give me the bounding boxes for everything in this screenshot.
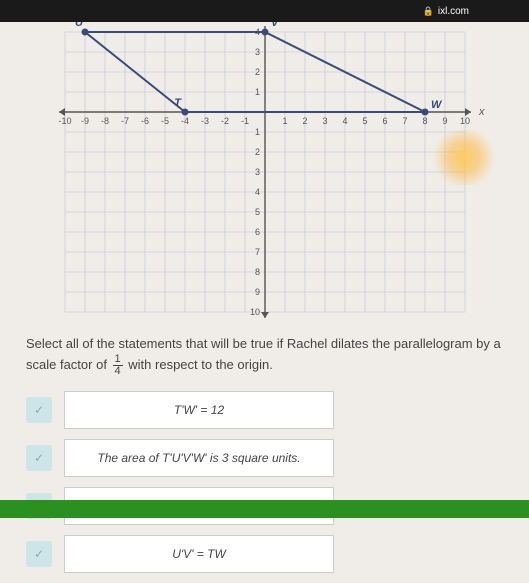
svg-text:-4: -4 [180,116,188,126]
fraction: 14 [113,354,123,377]
svg-text:1: 1 [282,116,287,126]
svg-text:-9: -9 [80,116,88,126]
fraction-denominator: 4 [113,366,123,377]
svg-text:5: 5 [362,116,367,126]
answer-option[interactable]: The area of T'U'V'W' is 3 square units. [64,439,334,477]
svg-text:T: T [174,97,182,109]
svg-text:3: 3 [322,116,327,126]
browser-topbar: 🔒 ixl.com [0,0,529,22]
svg-text:-2: -2 [220,116,228,126]
svg-text:2: 2 [254,67,259,77]
svg-text:4: 4 [342,116,347,126]
svg-text:4: 4 [254,187,259,197]
lock-icon: 🔒 [423,6,434,17]
svg-text:6: 6 [254,227,259,237]
svg-text:-1: -1 [240,116,248,126]
svg-text:2: 2 [254,147,259,157]
svg-text:6: 6 [382,116,387,126]
answer-checkbox[interactable]: ✓ [26,445,52,471]
svg-text:10: 10 [459,116,469,126]
svg-text:7: 7 [402,116,407,126]
answer-checkbox[interactable]: ✓ [26,397,52,423]
svg-text:1: 1 [254,127,259,137]
svg-text:x: x [478,106,485,118]
main-content: -10-9-8-7-6-5-4-3-2-11234567891012341234… [0,22,529,583]
graph-container: -10-9-8-7-6-5-4-3-2-11234567891012341234… [20,22,509,322]
svg-text:-3: -3 [200,116,208,126]
svg-text:-7: -7 [120,116,128,126]
svg-text:V: V [271,22,280,29]
svg-text:W: W [431,99,443,111]
answer-option[interactable]: U'V' = TW [64,535,334,573]
svg-text:-10: -10 [58,116,71,126]
question-text: Select all of the statements that will b… [26,334,503,377]
answer-row: ✓ The area of T'U'V'W' is 3 square units. [26,439,509,477]
svg-text:5: 5 [254,207,259,217]
svg-text:7: 7 [254,247,259,257]
svg-text:9: 9 [442,116,447,126]
domain-text: ixl.com [438,6,469,17]
answers-list: ✓ T'W' = 12 ✓ The area of T'U'V'W' is 3 squ… [26,391,509,574]
svg-text:1: 1 [254,87,259,97]
svg-text:3: 3 [254,167,259,177]
answer-option[interactable]: T'W' = 12 [64,391,334,429]
coordinate-graph: -10-9-8-7-6-5-4-3-2-11234567891012341234… [35,22,495,322]
svg-text:-8: -8 [100,116,108,126]
svg-text:8: 8 [422,116,427,126]
bottom-bar [0,500,529,518]
svg-text:U: U [75,22,84,29]
svg-text:3: 3 [254,47,259,57]
answer-checkbox[interactable]: ✓ [26,541,52,567]
question-suffix: with respect to the origin. [125,356,273,371]
answer-row: ✓ U'V' = TW [26,535,509,573]
svg-text:2: 2 [302,116,307,126]
answer-row: ✓ T'W' = 12 [26,391,509,429]
svg-text:9: 9 [254,287,259,297]
fraction-numerator: 1 [113,354,123,366]
svg-text:-6: -6 [140,116,148,126]
svg-text:10: 10 [249,307,259,317]
svg-text:-5: -5 [160,116,168,126]
svg-text:8: 8 [254,267,259,277]
